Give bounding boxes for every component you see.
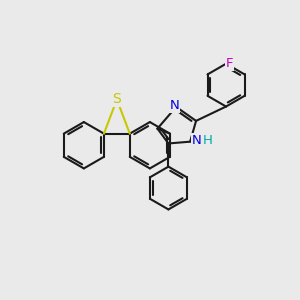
Text: H: H [203, 134, 213, 147]
Text: N: N [192, 134, 202, 147]
Text: N: N [170, 99, 179, 112]
Text: F: F [226, 57, 233, 70]
Text: S: S [112, 92, 121, 106]
